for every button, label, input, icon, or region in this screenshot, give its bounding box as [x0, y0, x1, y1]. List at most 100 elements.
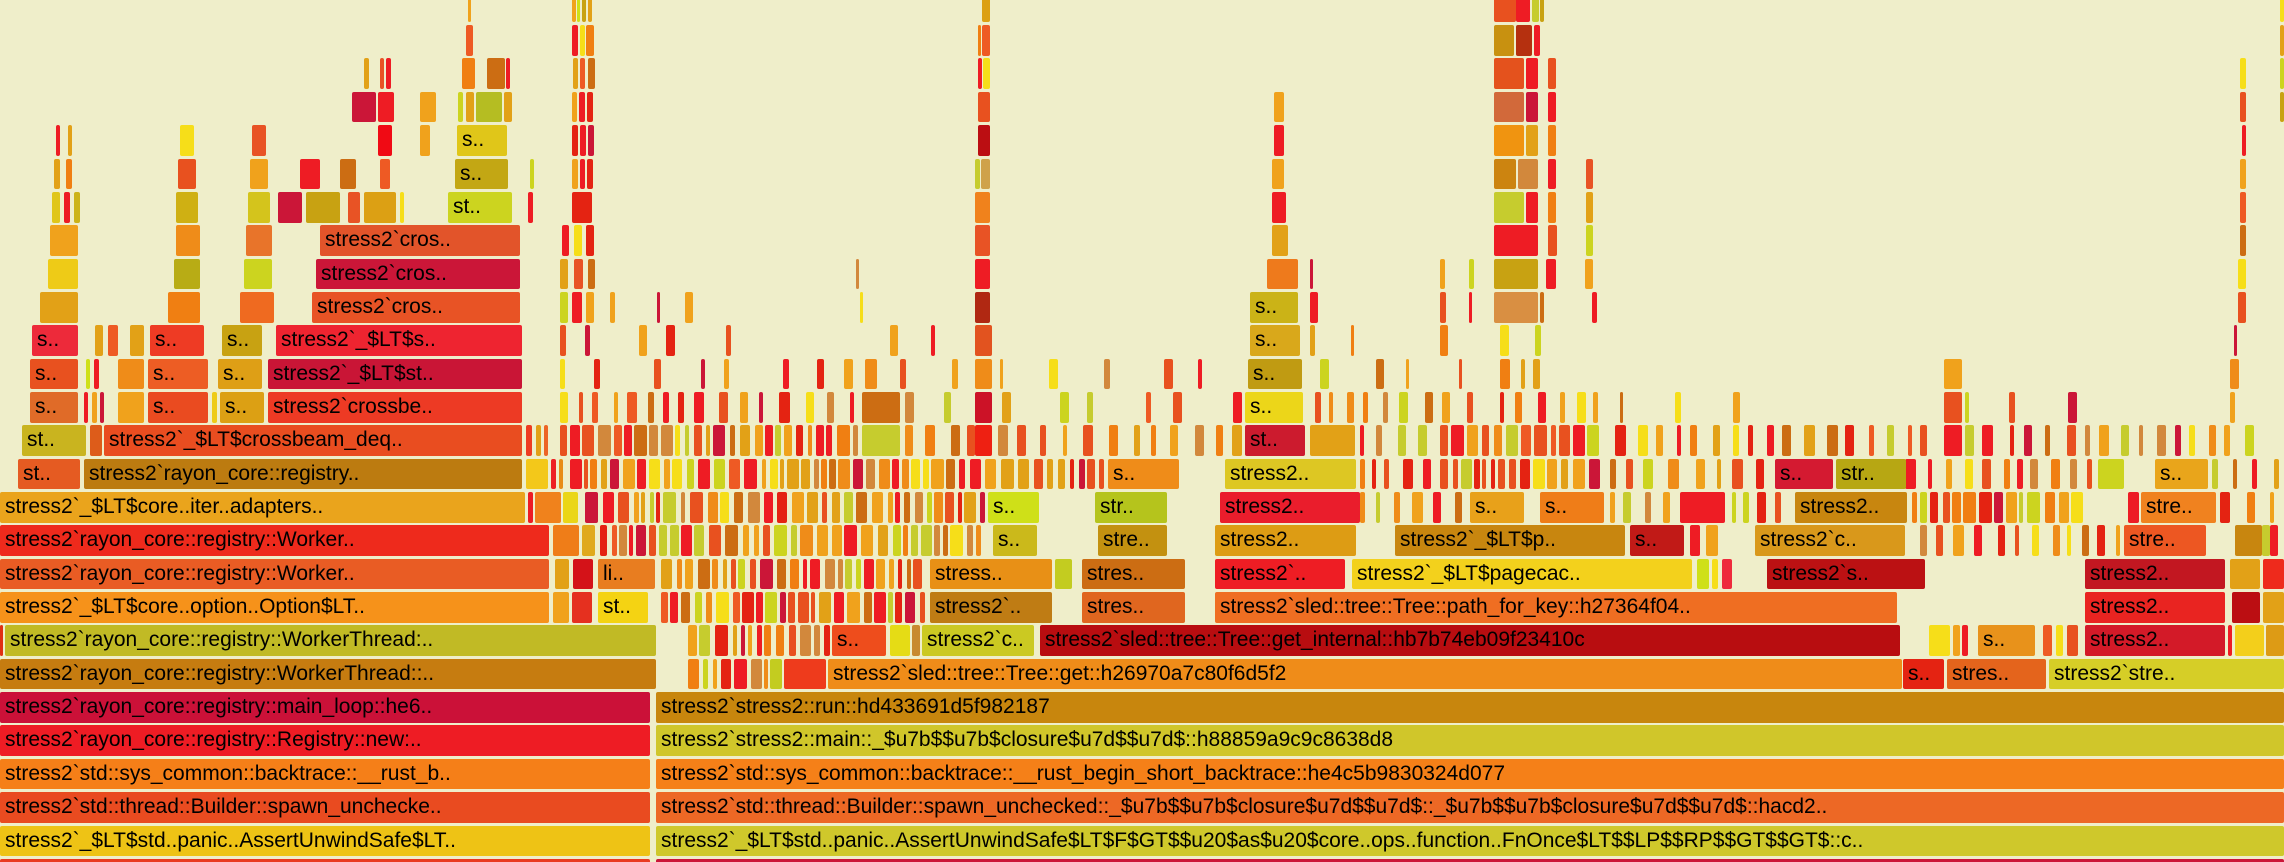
- frame[interactable]: stres..: [1082, 592, 1185, 623]
- frame-small[interactable]: [663, 492, 676, 523]
- frame-small[interactable]: [1908, 425, 1912, 456]
- frame-small[interactable]: [921, 525, 932, 557]
- frame-small[interactable]: [811, 592, 815, 623]
- frame-small[interactable]: [1494, 25, 1514, 56]
- frame[interactable]: s..: [148, 391, 208, 423]
- frame-small[interactable]: [1509, 458, 1516, 490]
- frame-small[interactable]: [832, 492, 840, 523]
- frame-small[interactable]: [856, 258, 859, 290]
- frame-small[interactable]: [905, 425, 913, 456]
- frame[interactable]: s..: [1540, 492, 1604, 523]
- frame-small[interactable]: [1474, 458, 1480, 490]
- frame-small[interactable]: [1272, 191, 1286, 223]
- frame-small[interactable]: [627, 391, 637, 423]
- frame-small[interactable]: [874, 592, 886, 623]
- frame[interactable]: stress2`c..: [1755, 525, 1905, 557]
- frame-small[interactable]: [1500, 358, 1510, 390]
- frame[interactable]: stress2`std::sys_common::backtrace::__ru…: [0, 758, 650, 790]
- frame-small[interactable]: [807, 492, 818, 523]
- frame[interactable]: stress2`_$LT$std..panic..AssertUnwindSaf…: [656, 825, 2284, 857]
- frame-small[interactable]: [670, 592, 678, 623]
- frame-small[interactable]: [2235, 625, 2264, 657]
- frame-small[interactable]: [1360, 425, 1364, 456]
- frame-small[interactable]: [1804, 425, 1815, 456]
- frame[interactable]: stress2`rayon_core::registry..: [84, 458, 522, 490]
- frame-small[interactable]: [580, 158, 585, 190]
- frame-small[interactable]: [903, 525, 908, 557]
- frame-small[interactable]: [713, 425, 725, 456]
- frame-small[interactable]: [1586, 191, 1593, 223]
- frame-small[interactable]: [2263, 558, 2284, 590]
- frame-small[interactable]: [1134, 425, 1140, 456]
- frame-small[interactable]: [1274, 91, 1284, 123]
- frame[interactable]: stress2..: [1795, 492, 1907, 523]
- frame-small[interactable]: [380, 158, 390, 190]
- frame-small[interactable]: [943, 525, 948, 557]
- frame-small[interactable]: [1965, 391, 1969, 423]
- frame-small[interactable]: [838, 458, 850, 490]
- frame-small[interactable]: [56, 125, 60, 156]
- frame-small[interactable]: [742, 592, 754, 623]
- frame-small[interactable]: [380, 58, 384, 90]
- frame-small[interactable]: [661, 592, 668, 623]
- frame-small[interactable]: [553, 592, 569, 623]
- frame-small[interactable]: [300, 158, 320, 190]
- frame-small[interactable]: [52, 191, 60, 223]
- frame-small[interactable]: [580, 25, 585, 56]
- frame-small[interactable]: [911, 458, 920, 490]
- frame-small[interactable]: [853, 425, 858, 456]
- frame-small[interactable]: [573, 58, 578, 90]
- frame-small[interactable]: [1623, 492, 1631, 523]
- frame-small[interactable]: [634, 492, 639, 523]
- frame-small[interactable]: [530, 158, 534, 190]
- frame-small[interactable]: [1548, 125, 1556, 156]
- frame-small[interactable]: [927, 492, 932, 523]
- frame-small[interactable]: [895, 592, 902, 623]
- frame-small[interactable]: [975, 358, 992, 390]
- frame-small[interactable]: [586, 25, 594, 56]
- frame-small[interactable]: [796, 425, 803, 456]
- frame-small[interactable]: [1587, 425, 1599, 456]
- frame-small[interactable]: [838, 558, 843, 590]
- frame-small[interactable]: [681, 525, 692, 557]
- frame-small[interactable]: [715, 625, 728, 657]
- frame-small[interactable]: [1533, 358, 1540, 390]
- frame-small[interactable]: [639, 325, 647, 356]
- frame-small[interactable]: [740, 391, 748, 423]
- frame-small[interactable]: [2157, 425, 2166, 456]
- frame-small[interactable]: [844, 492, 853, 523]
- frame-small[interactable]: [925, 425, 935, 456]
- frame-small[interactable]: [1399, 391, 1408, 423]
- frame-small[interactable]: [1363, 391, 1368, 423]
- frame-small[interactable]: [1962, 625, 1968, 657]
- frame-small[interactable]: [1173, 391, 1182, 423]
- frame-small[interactable]: [1087, 458, 1095, 490]
- frame[interactable]: stress2`stre..: [2049, 658, 2284, 690]
- frame[interactable]: s..: [218, 358, 262, 390]
- frame-small[interactable]: [803, 558, 807, 590]
- frame-small[interactable]: [712, 558, 718, 590]
- frame-small[interactable]: [915, 492, 923, 523]
- frame-small[interactable]: [975, 258, 990, 290]
- frame-small[interactable]: [1936, 525, 1943, 557]
- frame-small[interactable]: [528, 191, 533, 223]
- frame-small[interactable]: [1467, 391, 1473, 423]
- frame-small[interactable]: [2274, 458, 2279, 490]
- frame-small[interactable]: [701, 358, 705, 390]
- frame-small[interactable]: [681, 592, 690, 623]
- frame-small[interactable]: [74, 191, 80, 223]
- frame-small[interactable]: [1952, 492, 1961, 523]
- frame-small[interactable]: [1461, 458, 1472, 490]
- frame-small[interactable]: [2233, 458, 2237, 490]
- frame-small[interactable]: [862, 391, 900, 423]
- frame-small[interactable]: [1232, 425, 1242, 456]
- frame-small[interactable]: [1974, 525, 1982, 557]
- frame[interactable]: s..: [30, 391, 78, 423]
- frame-small[interactable]: [1589, 458, 1600, 490]
- frame-small[interactable]: [2280, 25, 2284, 56]
- frame-small[interactable]: [570, 458, 582, 490]
- frame-small[interactable]: [2116, 525, 2120, 557]
- frame-small[interactable]: [2017, 458, 2023, 490]
- frame[interactable]: st..: [1245, 425, 1305, 456]
- frame-small[interactable]: [731, 558, 736, 590]
